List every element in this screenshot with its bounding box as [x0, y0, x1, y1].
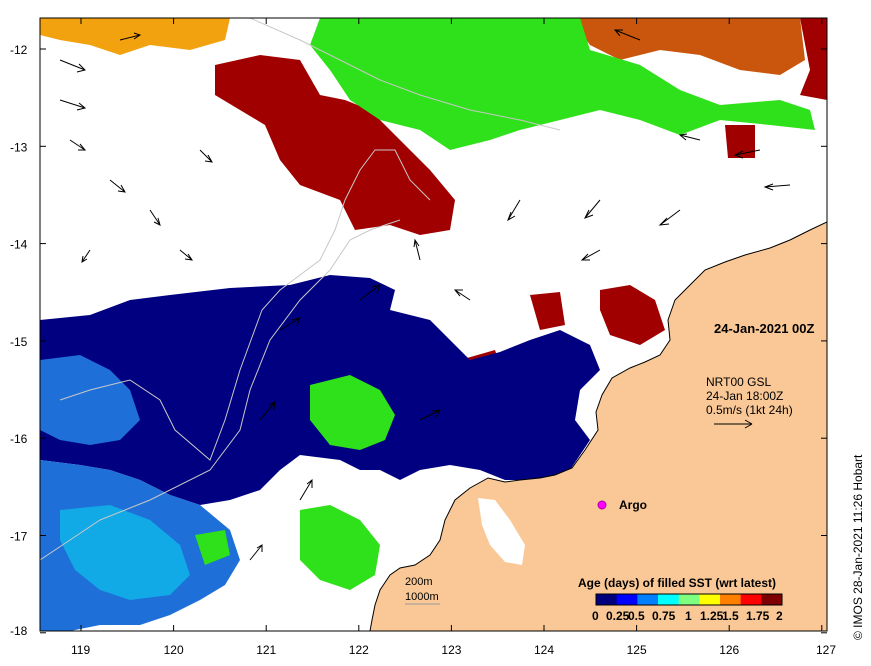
- dark-red-patch-north: [215, 55, 455, 235]
- legend-tick-label: 1: [685, 609, 692, 623]
- legend-tick-label: 0.5: [628, 609, 645, 623]
- current-arrow: [59, 99, 87, 111]
- green-patch-center: [310, 375, 395, 450]
- date-label: 24-Jan-2021 00Z: [714, 321, 815, 336]
- legend-color-swatch: [616, 594, 638, 605]
- legend-color-swatch: [658, 594, 680, 605]
- argo-marker[interactable]: [597, 500, 607, 510]
- legend-tick-label: 1.25: [700, 609, 724, 623]
- y-tick-label: -12: [10, 43, 28, 57]
- current-arrow: [580, 249, 601, 261]
- legend-tick-labels: 0 0.250.5 0.75 1 1.251.5 1.75 2: [592, 609, 783, 623]
- x-tick-label: 119: [71, 643, 90, 657]
- current-arrow: [59, 59, 86, 73]
- current-arrow: [507, 199, 521, 222]
- current-arrow: [453, 289, 471, 301]
- current-arrow: [69, 139, 87, 151]
- y-tick-label: -14: [10, 238, 28, 252]
- current-arrow: [149, 209, 161, 226]
- contour-1000m: [40, 219, 401, 561]
- legend-colorbar-frame: [595, 593, 783, 606]
- current-info-line1: NRT00 GSL: [706, 375, 771, 389]
- current-arrow: [179, 249, 194, 261]
- plot-frame: [39, 17, 828, 632]
- legend-tick-label: 1.5: [722, 609, 739, 623]
- current-info-line3: 0.5m/s (1kt 24h): [706, 403, 793, 417]
- legend-colorbar: [595, 593, 783, 606]
- current-arrow: [413, 238, 421, 261]
- current-arrow: [249, 544, 263, 561]
- legend-title: Age (days) of filled SST (wrt latest): [578, 576, 776, 590]
- y-tick-label: -18: [10, 624, 28, 638]
- coastline: [369, 221, 827, 631]
- current-arrow: [359, 284, 381, 301]
- legend-color-swatch: [596, 594, 618, 605]
- legend-color-swatch: [740, 594, 762, 605]
- green-patch-south: [300, 505, 380, 590]
- y-tick-label: -16: [10, 432, 28, 446]
- legend-tick-label: 1.75: [746, 609, 770, 623]
- current-arrow: [763, 183, 791, 191]
- legend-tick-label: 0.25: [606, 609, 630, 623]
- current-arrow: [279, 317, 301, 331]
- dark-red-patch-small: [530, 292, 565, 330]
- current-arrow: [419, 409, 441, 421]
- bay-king-sound: [478, 498, 525, 565]
- contour-200m: [59, 149, 431, 461]
- x-tick-label: 120: [164, 643, 184, 657]
- argo-label: Argo: [619, 498, 647, 512]
- credit-label: © IMOS 28-Jan-2021 11:26 Hobart: [851, 454, 865, 640]
- current-arrow: [733, 149, 761, 159]
- dark-red-patch-ne: [800, 18, 827, 100]
- y-tick-label: -13: [10, 140, 28, 154]
- green-patch-sw2: [195, 530, 230, 565]
- legend-color-swatch: [699, 594, 721, 605]
- x-tick-label: 124: [534, 643, 554, 657]
- legend-tick-label: 2: [776, 609, 783, 623]
- legend-color-swatch: [761, 594, 783, 605]
- legend-tick-label: 0: [592, 609, 599, 623]
- x-tick-label: 121: [256, 643, 276, 657]
- current-arrow: [658, 209, 681, 226]
- current-info-line2: 24-Jan 18:00Z: [706, 389, 783, 403]
- current-arrow: [81, 249, 91, 263]
- rust-patch-ne: [570, 18, 805, 75]
- y-tick-label: -15: [10, 335, 28, 349]
- y-tick-label: -17: [10, 530, 28, 544]
- current-arrow: [259, 401, 276, 421]
- current-arrow: [613, 29, 641, 41]
- dark-red-patch-ne2: [725, 125, 755, 158]
- y-axis: -12 -13 -14 -15 -16 -17 -18: [10, 43, 827, 638]
- dark-red-patch-east: [600, 285, 665, 345]
- x-tick-label: 123: [441, 643, 461, 657]
- contour-north: [249, 18, 561, 131]
- x-tick-label: 125: [627, 643, 647, 657]
- green-patch-north: [310, 18, 815, 150]
- current-arrow: [119, 32, 142, 41]
- contour-label-200m: 200m: [405, 576, 433, 588]
- current-arrow: [678, 133, 701, 141]
- current-arrow: [109, 179, 126, 193]
- legend-color-swatch: [720, 594, 742, 605]
- x-tick-label: 122: [349, 643, 369, 657]
- current-arrow: [583, 199, 601, 219]
- cyan-patch-southwest: [60, 505, 190, 600]
- legend-tick-label: 0.75: [652, 609, 676, 623]
- scale-arrow: [714, 419, 753, 429]
- blue-patch-west: [40, 355, 140, 445]
- legend-color-swatch: [678, 594, 700, 605]
- x-tick-label: 126: [719, 643, 739, 657]
- x-tick-label: 127: [816, 643, 836, 657]
- current-arrows: [59, 29, 791, 561]
- legend-color-swatch: [637, 594, 659, 605]
- current-arrow: [299, 478, 313, 501]
- bathymetry-contours: [40, 18, 561, 561]
- x-axis: 119 120 121 122 123 124 125 126 127: [71, 18, 836, 657]
- contour-label-1000m: 1000m: [405, 591, 439, 603]
- current-arrow: [199, 149, 213, 163]
